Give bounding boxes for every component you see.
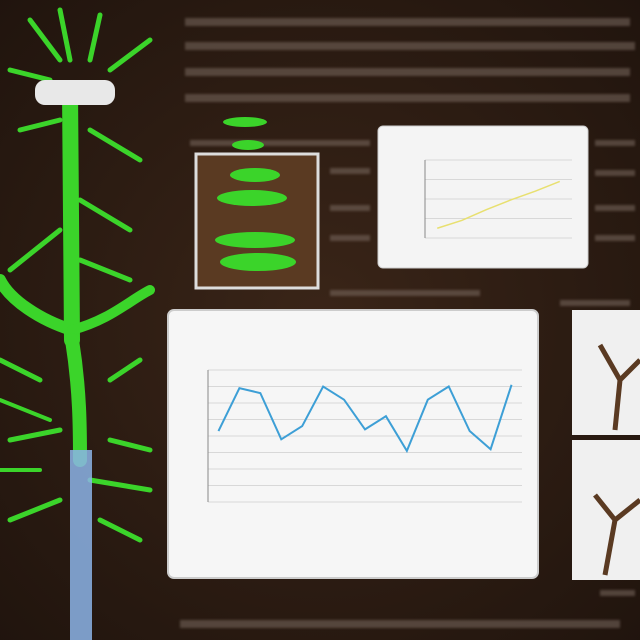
data-line xyxy=(437,180,561,229)
axon xyxy=(70,450,92,640)
background-text xyxy=(180,18,635,628)
data-line xyxy=(217,384,513,454)
neuron xyxy=(0,7,155,543)
main-chart-card xyxy=(167,309,539,579)
neuron-cap xyxy=(35,80,115,105)
tree-illustration xyxy=(593,343,640,576)
panel-blobs xyxy=(215,168,296,271)
small-chart-card xyxy=(377,125,589,269)
